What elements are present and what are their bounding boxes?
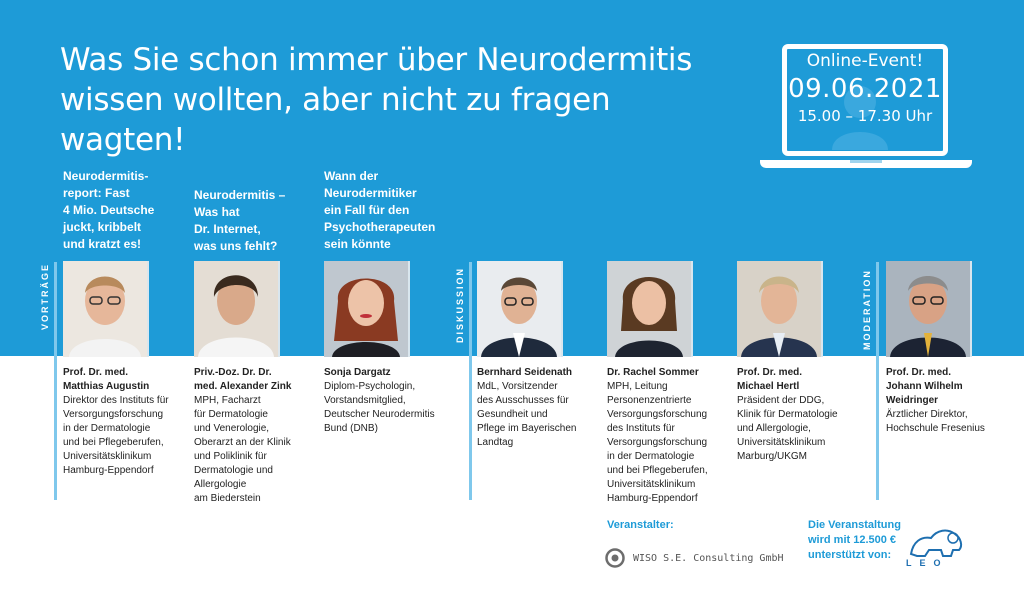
person-weidringer: Prof. Dr. med. Johann Wilhelm Weidringer… — [886, 366, 1016, 436]
talk-title-2: Neurodermitis – Was hat Dr. Internet, wa… — [194, 188, 286, 253]
person-sommer: Dr. Rachel Sommer MPH, Leitung Personenz… — [607, 366, 732, 506]
headline: Was Sie schon immer über Neurodermitis w… — [60, 40, 740, 160]
portrait-photo-zink — [194, 261, 280, 357]
portrait-photo-seidenath — [477, 261, 563, 357]
headline-line-2: wissen wollten, aber nicht zu fragen wag… — [60, 82, 611, 158]
person-augustin: Prof. Dr. med. Matthias Augustin Direkto… — [63, 366, 188, 478]
leo-lion-logo-icon — [909, 529, 963, 557]
portrait-photo-weidringer — [886, 261, 972, 357]
portrait-icon — [332, 278, 400, 357]
person-dargatz: Sonja Dargatz Diplom-Psychologin, Vorsta… — [324, 366, 459, 436]
person-name: Bernhard Seidenath — [477, 367, 573, 378]
person-description: MPH, Facharzt für Dermatologie und Vener… — [194, 395, 291, 504]
event-date: 09.06.2021 — [788, 74, 942, 104]
laptop-screen — [782, 44, 948, 156]
person-name: Prof. Dr. med. Matthias Augustin — [63, 367, 150, 392]
leo-logo-text: LEO — [906, 558, 949, 568]
portrait-photo-hertl — [737, 261, 823, 357]
portrait-icon — [481, 277, 557, 357]
section-label-vortraege: VORTRÄGE — [40, 262, 50, 330]
section-bar-vortraege — [54, 262, 57, 500]
person-name: Prof. Dr. med. Michael Hertl — [737, 367, 803, 392]
portrait-icon — [615, 277, 683, 357]
portrait-photo-sommer — [607, 261, 693, 357]
person-zink: Priv.-Doz. Dr. Dr. med. Alexander Zink M… — [194, 366, 319, 506]
portrait-icon — [741, 276, 817, 357]
laptop-notch — [850, 160, 882, 163]
person-description: Ärztlicher Direktor, Hochschule Freseniu… — [886, 409, 985, 434]
event-kind: Online-Event! — [806, 51, 924, 71]
talk-title-1: Neurodermitis- report: Fast 4 Mio. Deuts… — [63, 169, 155, 251]
portrait-icon — [198, 275, 274, 357]
person-seidenath: Bernhard Seidenath MdL, Vorsitzender des… — [477, 366, 602, 450]
section-label-moderation: MODERATION — [862, 269, 872, 350]
headline-line-1: Was Sie schon immer über Neurodermitis — [60, 42, 693, 78]
event-time: 15.00 – 17.30 Uhr — [797, 107, 933, 125]
person-name: Priv.-Doz. Dr. Dr. med. Alexander Zink — [194, 367, 292, 392]
laptop-base — [760, 160, 972, 168]
person-description: Diplom-Psychologin, Vorstandsmitglied, D… — [324, 381, 435, 434]
event-info: Online-Event! 09.06.2021 15.00 – 17.30 U… — [782, 50, 948, 126]
person-name: Dr. Rachel Sommer — [607, 367, 699, 378]
person-name: Sonja Dargatz — [324, 367, 391, 378]
section-bar-moderation — [876, 262, 879, 500]
person-description: MdL, Vorsitzender des Ausschusses für Ge… — [477, 381, 577, 448]
person-hertl: Prof. Dr. med. Michael Hertl Präsident d… — [737, 366, 867, 464]
portrait-icon — [69, 276, 141, 357]
organizer-name: WISO S.E. Consulting GmbH — [633, 552, 784, 564]
person-silhouette-icon — [832, 86, 888, 150]
section-label-diskussion: DISKUSSION — [455, 266, 465, 343]
laptop-icon: Online-Event! 09.06.2021 15.00 – 17.30 U… — [760, 40, 972, 180]
person-description: Präsident der DDG, Klinik für Dermatolog… — [737, 395, 838, 462]
organizer-logo: WISO S.E. Consulting GmbH — [605, 548, 784, 568]
portrait-icon — [890, 276, 966, 357]
person-name: Prof. Dr. med. Johann Wilhelm Weidringer — [886, 367, 963, 406]
person-description: MPH, Leitung Personenzentrierte Versorgu… — [607, 381, 708, 504]
wiso-logo-icon — [605, 548, 625, 568]
talk-title-3: Wann der Neurodermitiker ein Fall für de… — [324, 169, 436, 251]
portrait-photo-augustin — [63, 261, 149, 357]
person-description: Direktor des Instituts für Versorgungsfo… — [63, 395, 169, 476]
section-bar-diskussion — [469, 262, 472, 500]
organizer-label: Veranstalter: — [607, 519, 674, 531]
portrait-photo-dargatz — [324, 261, 410, 357]
sponsor-label: Die Veranstaltung wird mit 12.500 € unte… — [808, 519, 901, 561]
